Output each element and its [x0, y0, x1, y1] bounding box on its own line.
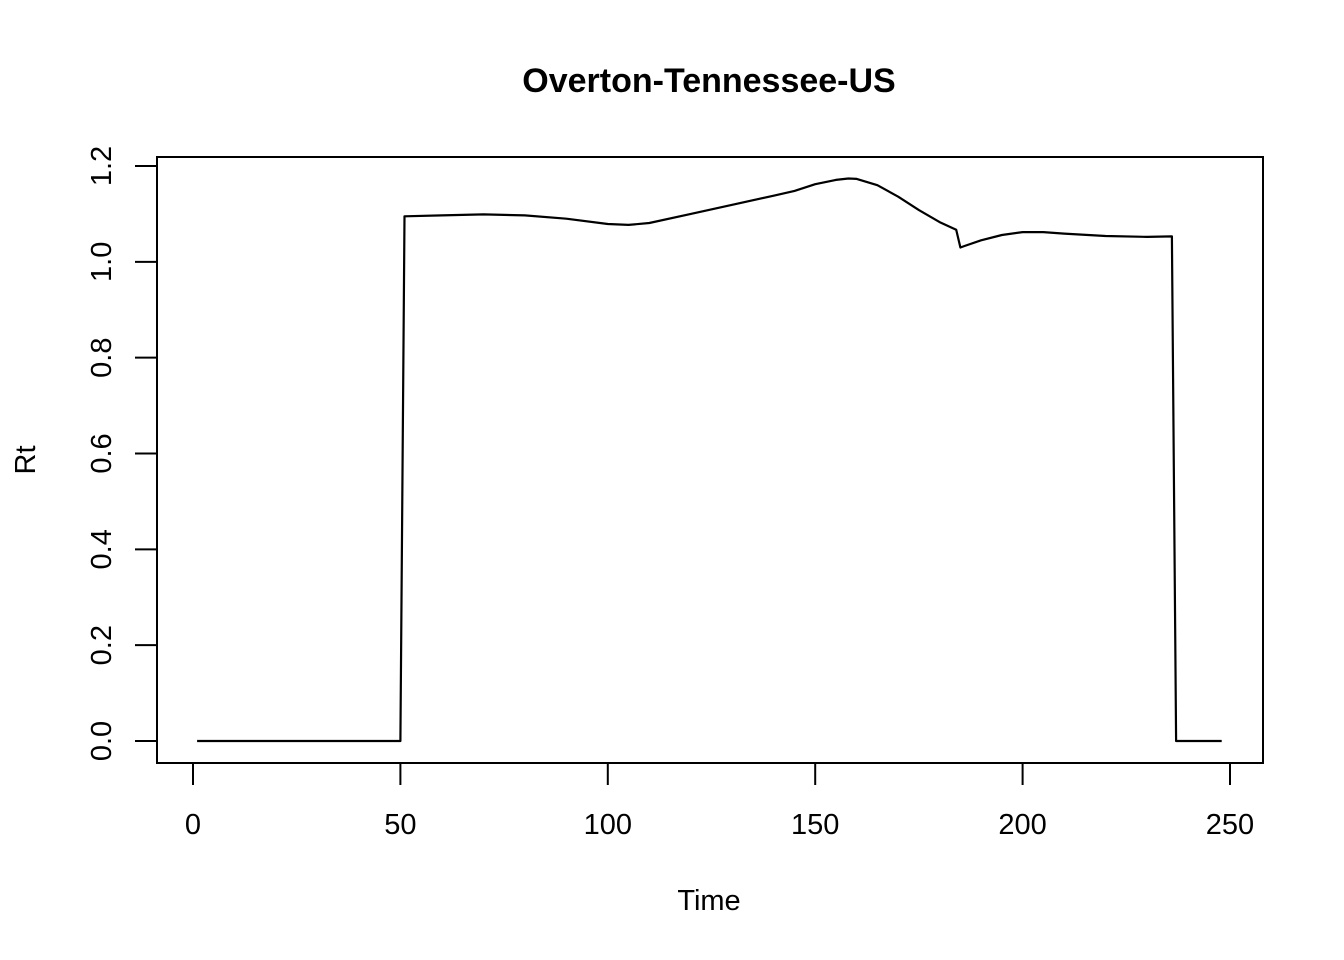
- x-tick-label: 250: [1206, 809, 1254, 841]
- x-tick-label: 100: [584, 809, 632, 841]
- y-axis: 0.0 0.2 0.4 0.6 0.8 1.0 1.2: [86, 146, 158, 761]
- chart-title: Overton-Tennessee-US: [522, 62, 895, 100]
- y-tick-label: 1.2: [86, 146, 118, 186]
- series-line: [197, 177, 1222, 743]
- y-axis-label: Rt: [10, 446, 42, 475]
- x-axis-label: Time: [677, 885, 740, 917]
- y-tick-label: 0.6: [86, 433, 118, 473]
- y-tick-label: 0.2: [86, 625, 118, 665]
- x-tick-label: 150: [791, 809, 839, 841]
- x-axis: 0 50 100 150 200 250: [185, 762, 1254, 841]
- x-tick-label: 0: [185, 809, 201, 841]
- x-tick-label: 50: [384, 809, 416, 841]
- x-tick-label: 200: [998, 809, 1046, 841]
- y-tick-label: 0.0: [86, 721, 118, 761]
- y-tick-label: 0.8: [86, 338, 118, 378]
- y-tick-label: 0.4: [86, 529, 118, 569]
- y-tick-label: 1.0: [86, 242, 118, 282]
- series-layer: [197, 177, 1222, 743]
